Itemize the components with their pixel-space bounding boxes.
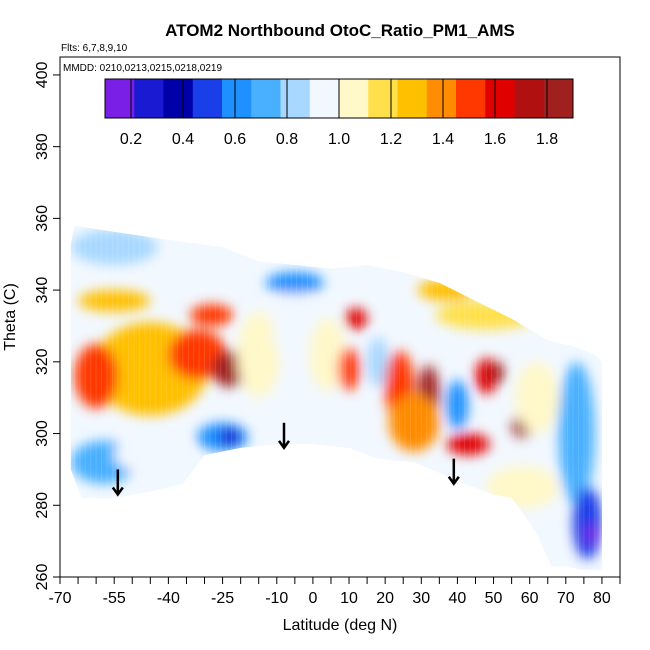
colorbar: 0.2 0.4 0.6 0.8 1.0 1.2 1.4 1.6 1.8 (104, 78, 574, 148)
colorbar-segment (163, 79, 194, 118)
chart-title: ATOM2 Northbound OtoC_Ratio_PM1_AMS (165, 21, 515, 40)
arrow-head (277, 440, 291, 451)
colorbar-segment (280, 79, 311, 118)
colorbar-tick-label: 0.4 (172, 131, 194, 148)
heatmap-patch (490, 361, 505, 384)
x-tick-label: 20 (376, 590, 394, 607)
colorbar-segment (222, 79, 252, 118)
colorbar-segment (368, 79, 398, 118)
heatmap-patch (446, 433, 490, 456)
x-tick-label: -70 (48, 590, 71, 607)
x-tick-label: 50 (485, 590, 503, 607)
heatmap-patch (345, 308, 368, 330)
x-tick-label: -25 (211, 590, 234, 607)
y-axis: 260 280 300 320 340 360 380 400 (34, 61, 60, 590)
x-tick-label: 60 (521, 590, 539, 607)
x-tick-label: 70 (557, 590, 575, 607)
arrow-head (447, 476, 460, 486)
heatmap-patch (237, 311, 281, 398)
arrow-markers (111, 422, 460, 497)
heatmap-patch (219, 428, 241, 447)
colorbar-segment (426, 79, 457, 118)
y-tick-label: 360 (34, 205, 51, 232)
heatmap-patch (367, 336, 389, 387)
x-axis-label: Latitude (deg N) (283, 617, 398, 634)
colorbar-tick-label: 1.0 (328, 131, 350, 148)
x-tick-label: 80 (593, 590, 611, 607)
heatmap-patch (558, 361, 595, 506)
colorbar-tick-label: 1.6 (484, 131, 506, 148)
colorbar-tick-label: 0.2 (120, 131, 142, 148)
x-axis: -70 -55 -40 -25 -10 0 10 20 30 40 50 60 70 80 (48, 577, 621, 607)
x-tick-label: 10 (340, 590, 358, 607)
x-tick-label: 40 (449, 590, 467, 607)
colorbar-segment (192, 79, 223, 118)
heatmap-patch (273, 283, 317, 369)
heatmap-patch (114, 437, 187, 473)
x-tick-label: -55 (103, 590, 126, 607)
colorbar-segment (514, 79, 545, 118)
arrow-head (111, 486, 124, 497)
heatmap-patch (265, 272, 324, 294)
heatmap-patch (338, 347, 360, 391)
y-tick-label: 320 (34, 348, 51, 375)
x-tick-label: 0 (308, 590, 317, 607)
heatmap-patch (585, 523, 597, 545)
colorbar-segment (309, 79, 340, 118)
y-tick-label: 340 (34, 277, 51, 304)
colorbar-segment (134, 79, 164, 118)
colorbar-tick-label: 0.6 (224, 131, 246, 148)
colorbar-tick-label: 1.4 (432, 131, 454, 148)
y-tick-label: 400 (34, 61, 51, 88)
heatmap-patch (190, 304, 234, 327)
x-tick-label: 30 (412, 590, 430, 607)
colorbar-segment (485, 79, 515, 118)
colorbar-segment (456, 79, 486, 118)
heatmap-patch (78, 290, 151, 312)
heatmap-patch (446, 379, 469, 430)
y-tick-label: 260 (34, 564, 51, 591)
y-axis-label: Theta (C) (2, 283, 19, 351)
y-tick-label: 300 (34, 420, 51, 447)
dates-note: MMDD: 0210,0213,0215,0218,0219 (63, 63, 222, 74)
heatmap-patch (573, 487, 602, 560)
x-tick-label: -10 (265, 590, 288, 607)
flights-note: Flts: 6,7,8,9,10 (61, 43, 128, 54)
x-tick-label: -40 (157, 590, 180, 607)
colorbar-tick-label: 0.8 (276, 131, 298, 148)
heatmap-patch (70, 229, 158, 266)
y-tick-label: 280 (34, 492, 51, 519)
colorbar-segment (397, 79, 428, 118)
colorbar-tick-label: 1.2 (380, 131, 402, 148)
heatmap-patch (74, 343, 118, 409)
heatmap-patch (515, 361, 559, 434)
plot-frame (59, 56, 621, 578)
heatmap-patch (388, 394, 440, 452)
y-tick-label: 380 (34, 133, 51, 160)
colorbar-segment (543, 79, 574, 118)
colorbar-segment (105, 79, 135, 118)
colorbar-tick-label: 1.8 (536, 131, 558, 148)
colorbar-segment (339, 79, 369, 118)
heatmap-patch (168, 329, 227, 380)
heatmap-patch (309, 318, 346, 391)
colorbar-segment (251, 79, 281, 118)
